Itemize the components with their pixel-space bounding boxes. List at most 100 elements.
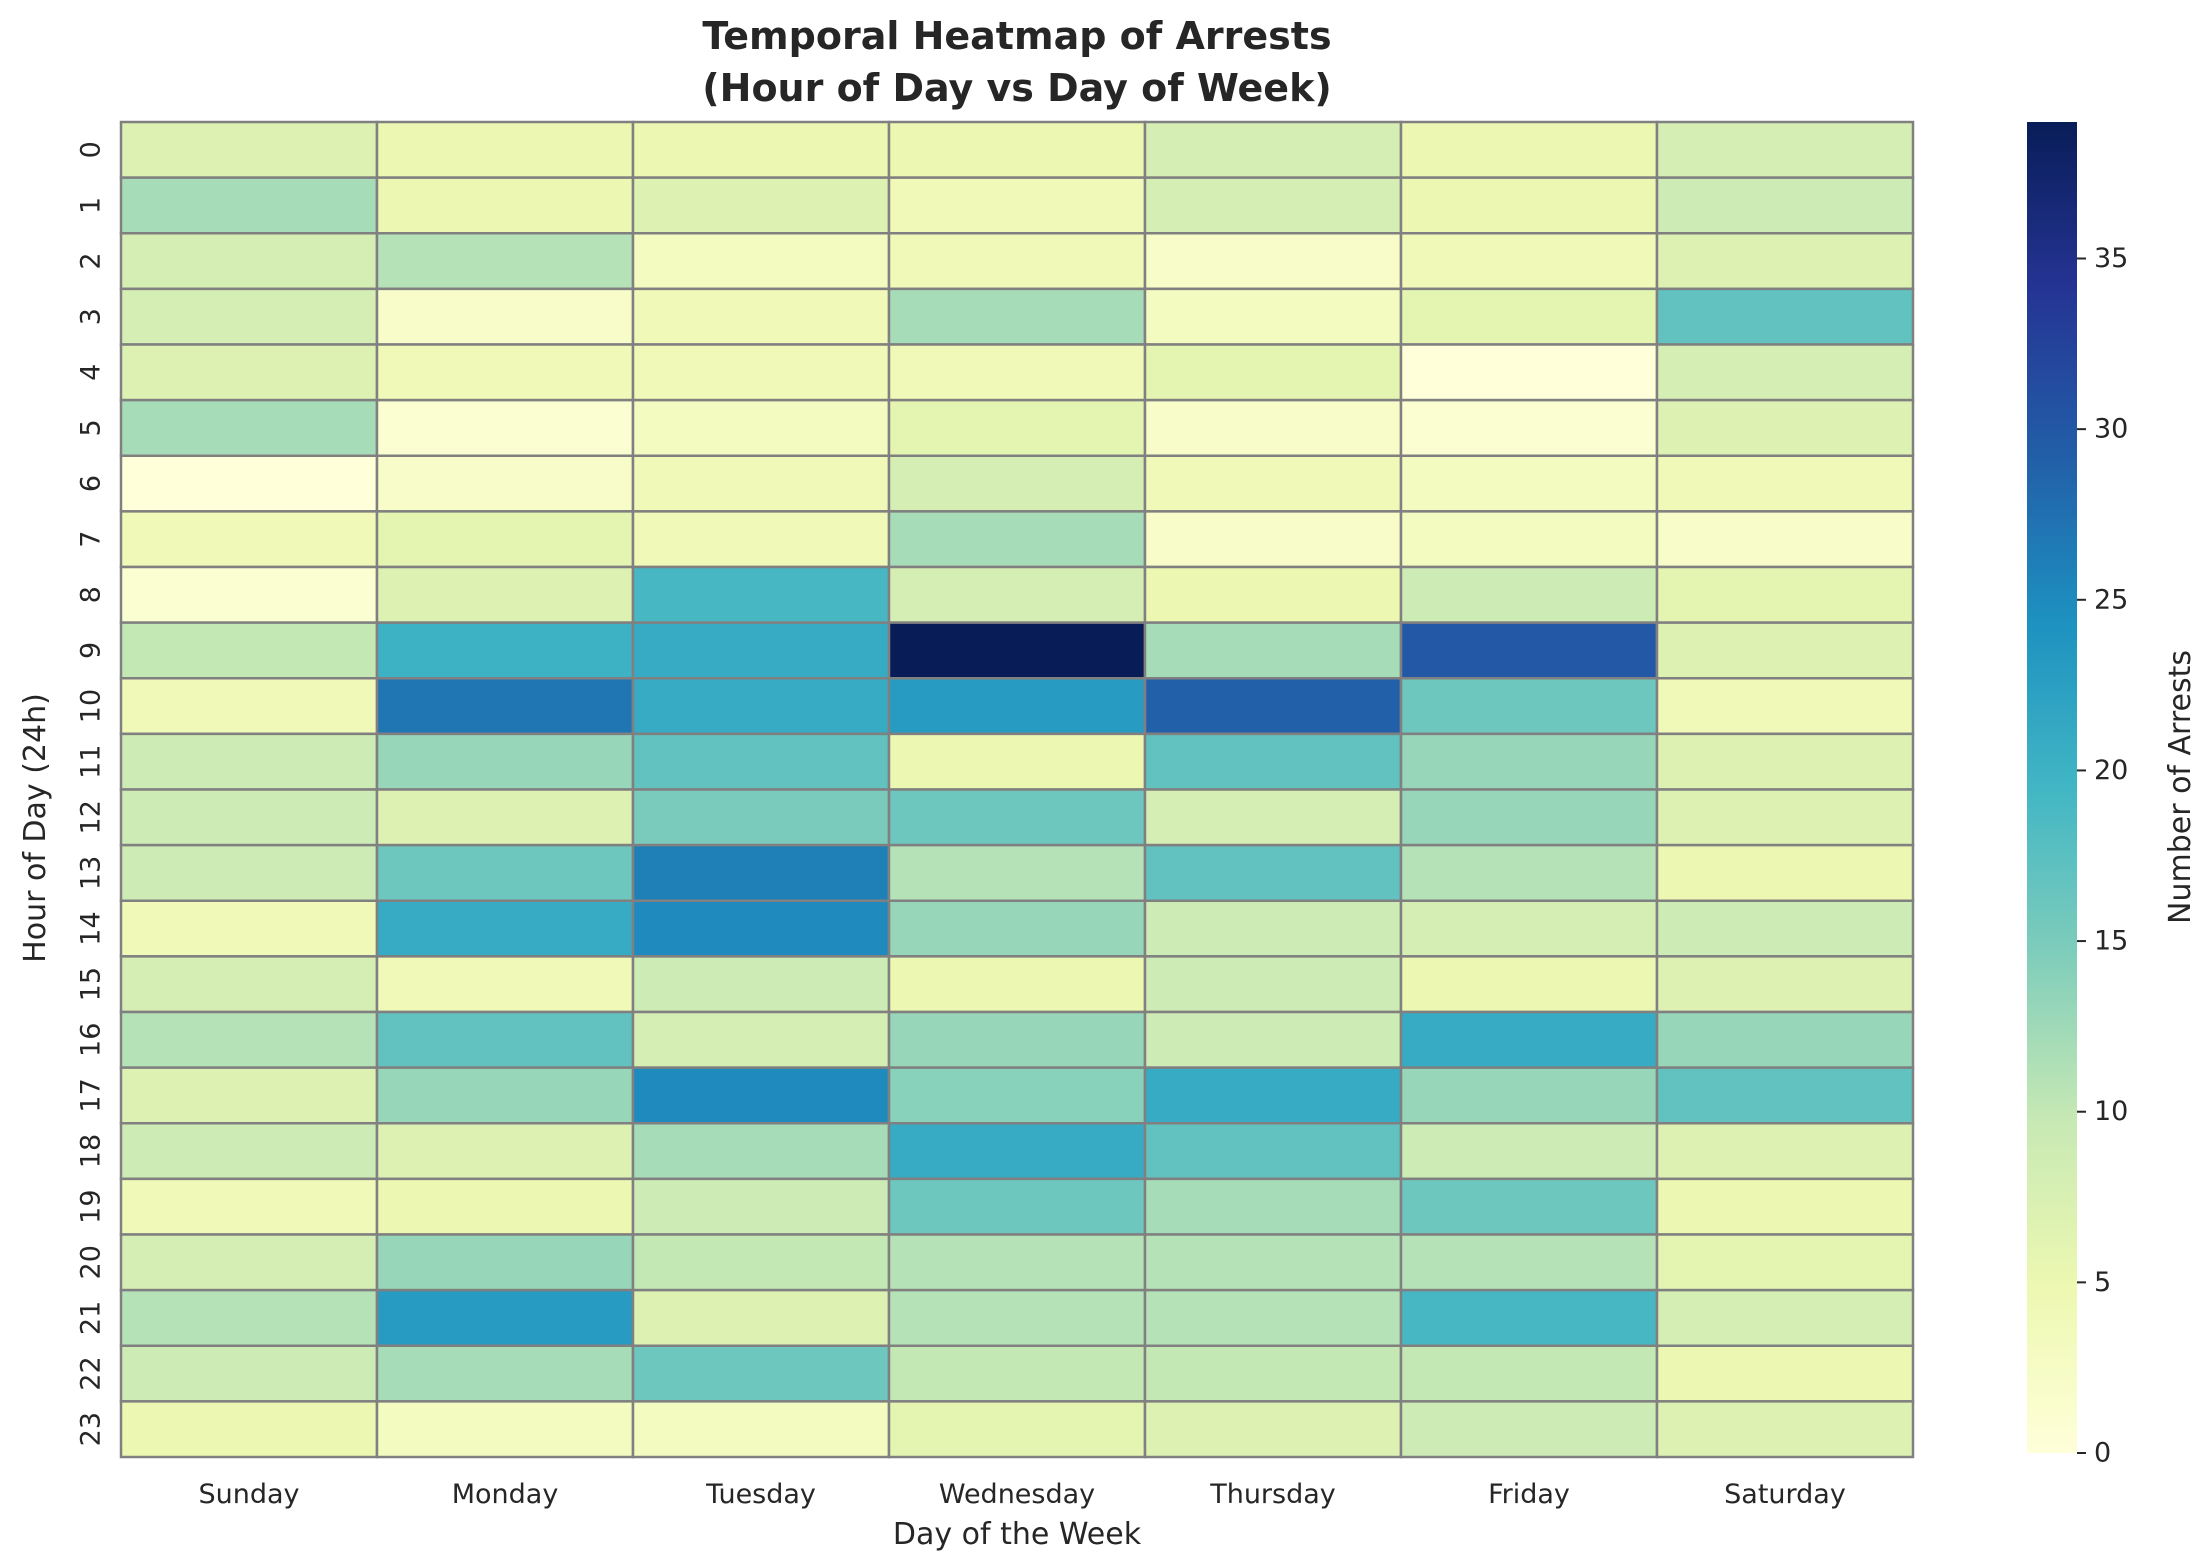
y-axis-label: Hour of Day (24h) (18, 693, 53, 963)
heatmap-cell (1399, 510, 1659, 569)
heatmap-cell (1655, 1233, 1915, 1292)
y-tick-label: 22 (76, 1356, 107, 1390)
y-tick-label: 4 (76, 364, 107, 381)
heatmap-cell (631, 120, 891, 179)
y-tick-label: 18 (76, 1134, 107, 1168)
y-tick-label: 21 (76, 1301, 107, 1335)
heatmap-cell (1655, 1122, 1915, 1181)
heatmap-cell (1143, 398, 1403, 458)
heatmap-cell (631, 176, 891, 235)
y-tick-label: 13 (76, 856, 107, 890)
heatmap-cell (1143, 621, 1403, 680)
heatmap-cell (631, 1233, 891, 1292)
y-tick-label: 15 (76, 967, 107, 1001)
chart-title-line-2: (Hour of Day vs Day of Week) (702, 66, 1331, 110)
heatmap-cell (1655, 732, 1915, 791)
heatmap-cell (119, 788, 379, 847)
heatmap-cell (375, 398, 635, 458)
heatmap-cell (1655, 788, 1915, 847)
heatmap-cell (119, 398, 379, 458)
heatmap-cell (1655, 1344, 1915, 1403)
heatmap-cell (119, 1344, 379, 1403)
heatmap-cell (1399, 1010, 1659, 1069)
heatmap-cell (631, 899, 891, 958)
heatmap-cell (1143, 343, 1403, 402)
heatmap-cell (887, 232, 1147, 291)
heatmap-cell (1399, 899, 1659, 958)
heatmap-cell (375, 788, 635, 847)
heatmap-cell (119, 343, 379, 402)
y-tick-label: 19 (76, 1190, 107, 1224)
heatmap-cell (1399, 1288, 1659, 1348)
heatmap-cell (375, 176, 635, 235)
heatmap-cell (1143, 1177, 1403, 1236)
heatmap-cell (1399, 232, 1659, 291)
heatmap-cell (1399, 955, 1659, 1014)
heatmap-cell (1655, 510, 1915, 569)
heatmap-cell (631, 398, 891, 458)
heatmap-cell (1399, 120, 1659, 179)
chart-title-line-1: Temporal Heatmap of Arrests (702, 14, 1331, 58)
colorbar (2027, 122, 2077, 1453)
heatmap-cell (119, 1010, 379, 1069)
heatmap-cell (887, 1177, 1147, 1236)
heatmap-cell (631, 732, 891, 791)
heatmap-cell (1143, 1233, 1403, 1292)
heatmap-cell (1655, 120, 1915, 179)
heatmap-cell (887, 1344, 1147, 1403)
heatmap-cell (631, 1344, 891, 1403)
heatmap-cell (1399, 1177, 1659, 1236)
heatmap-cell (1143, 732, 1403, 791)
colorbar-tick-label: 10 (2094, 1096, 2128, 1127)
y-tick-label: 8 (76, 586, 107, 603)
heatmap-cell (1655, 1066, 1915, 1125)
heatmap-cell (887, 1122, 1147, 1181)
heatmap-cell (375, 1177, 635, 1236)
heatmap-cell (375, 1066, 635, 1125)
heatmap-cell (1655, 843, 1915, 903)
heatmap-cell (1655, 565, 1915, 624)
heatmap-cell (1655, 232, 1915, 291)
heatmap-cell (887, 788, 1147, 847)
heatmap-cell (887, 621, 1147, 680)
heatmap-cell (1399, 788, 1659, 847)
heatmap-cell (1143, 565, 1403, 624)
colorbar-tick-label: 15 (2094, 926, 2128, 957)
heatmap-cell (1143, 232, 1403, 291)
heatmap-cell (631, 677, 891, 736)
heatmap-cell (119, 1400, 379, 1459)
y-tick-label: 6 (76, 475, 107, 492)
heatmap-cell (1399, 287, 1659, 346)
heatmap-cell (119, 287, 379, 346)
colorbar-tick-label: 20 (2094, 755, 2128, 786)
x-tick-label: Saturday (1724, 1479, 1846, 1510)
heatmap-cell (1143, 1400, 1403, 1459)
y-tick-label: 9 (76, 642, 107, 659)
heatmap-cell (631, 1177, 891, 1236)
y-tick-label: 11 (76, 745, 107, 779)
heatmap-cell (1399, 1066, 1659, 1125)
heatmap-cell (1399, 176, 1659, 235)
heatmap-cell (375, 343, 635, 402)
heatmap-cell (375, 955, 635, 1014)
heatmap-cell (119, 1122, 379, 1181)
x-tick-label: Tuesday (705, 1479, 816, 1510)
heatmap-cell (1399, 677, 1659, 736)
heatmap-cell (631, 287, 891, 346)
heatmap-cell (887, 1400, 1147, 1459)
heatmap-cell (119, 176, 379, 235)
heatmap-cell (887, 287, 1147, 346)
heatmap-cell (631, 1400, 891, 1459)
heatmap-cell (119, 732, 379, 791)
colorbar-tick-label: 25 (2094, 584, 2128, 615)
heatmap-cell (375, 1010, 635, 1069)
heatmap-cell (1655, 1177, 1915, 1236)
heatmap-cell (887, 843, 1147, 903)
heatmap-cell (375, 232, 635, 291)
heatmap-cell (887, 677, 1147, 736)
heatmap-cell (1143, 1288, 1403, 1348)
heatmap-cell (631, 621, 891, 680)
heatmap-cell (887, 510, 1147, 569)
heatmap-cell (119, 899, 379, 958)
